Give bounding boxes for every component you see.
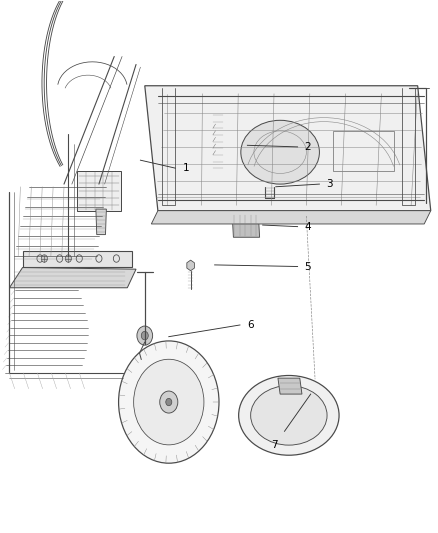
Polygon shape: [278, 378, 302, 394]
Polygon shape: [187, 260, 194, 271]
Polygon shape: [145, 86, 431, 211]
Circle shape: [141, 332, 148, 340]
Polygon shape: [77, 171, 121, 211]
Circle shape: [137, 326, 152, 345]
Ellipse shape: [251, 385, 327, 445]
Polygon shape: [212, 110, 224, 173]
Ellipse shape: [239, 375, 339, 455]
Text: 6: 6: [247, 320, 254, 330]
Polygon shape: [10, 268, 136, 288]
Circle shape: [166, 398, 172, 406]
Text: 3: 3: [326, 179, 333, 189]
Circle shape: [41, 255, 47, 262]
Text: 2: 2: [304, 142, 311, 152]
Polygon shape: [96, 209, 106, 235]
Circle shape: [119, 341, 219, 463]
Polygon shape: [151, 211, 431, 224]
Polygon shape: [22, 251, 132, 266]
Text: 4: 4: [304, 222, 311, 232]
Polygon shape: [232, 213, 260, 237]
Ellipse shape: [241, 120, 319, 184]
Circle shape: [134, 359, 204, 445]
Text: 1: 1: [182, 163, 189, 173]
Text: 5: 5: [304, 262, 311, 271]
FancyBboxPatch shape: [214, 107, 222, 114]
Text: 7: 7: [271, 440, 278, 450]
Circle shape: [160, 391, 178, 413]
Circle shape: [65, 255, 71, 262]
